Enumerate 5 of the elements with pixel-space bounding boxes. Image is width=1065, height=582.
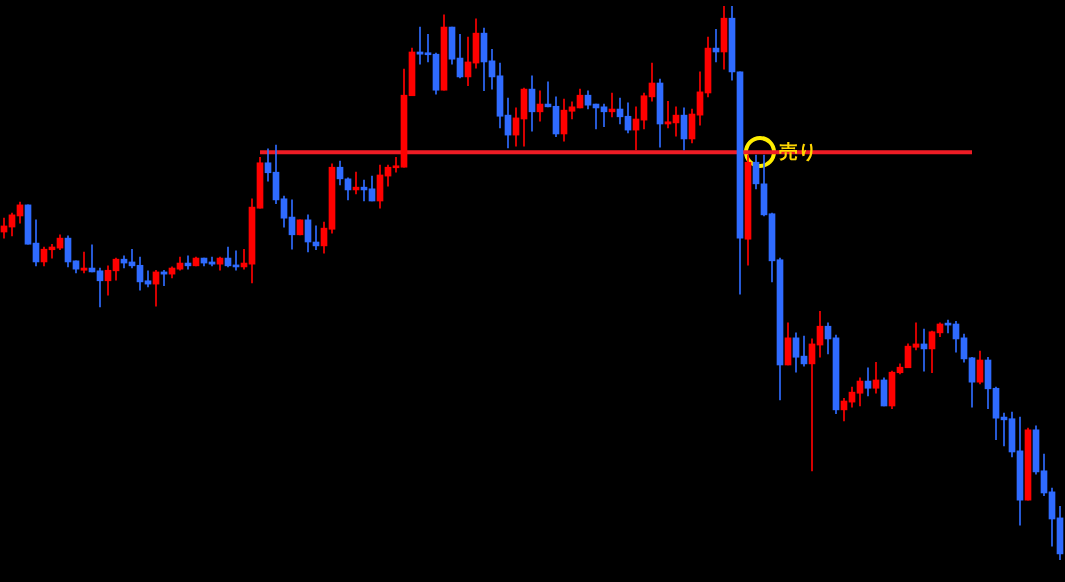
candlestick bbox=[392, 156, 400, 173]
candlestick bbox=[416, 26, 424, 65]
candlestick bbox=[664, 100, 672, 129]
candlestick bbox=[80, 251, 88, 274]
candlestick bbox=[424, 33, 432, 63]
